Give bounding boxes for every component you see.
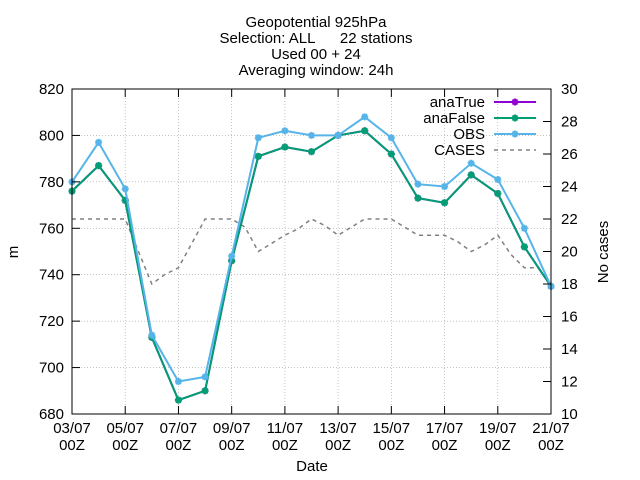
y-tick-label: 780 xyxy=(39,174,64,191)
data-point-dot-OBS xyxy=(442,184,447,189)
legend-label-anaTrue: anaTrue xyxy=(430,94,485,111)
y-tick-label: 800 xyxy=(39,127,64,144)
y2-tick-label: 14 xyxy=(561,341,578,358)
y2-tick-label: 22 xyxy=(561,211,578,228)
x-tick-label: 21/07 xyxy=(532,420,570,437)
data-point-dot-OBS xyxy=(282,128,288,133)
x-tick-label-time: 00Z xyxy=(112,437,138,454)
data-point-dot-anaFalse xyxy=(495,191,500,196)
data-point-dot-OBS xyxy=(495,177,500,182)
y-tick-label: 720 xyxy=(39,313,64,330)
x-tick-label-time: 00Z xyxy=(166,437,192,454)
axes: 680 700 720 740 760 780 800 820 10 12 14 16 18 20 22 24… xyxy=(39,81,578,454)
data-point-dot-anaFalse xyxy=(202,388,208,393)
legend-marker-anaTrue xyxy=(511,98,519,106)
y-tick-label: 700 xyxy=(39,360,64,377)
data-point-dot-anaFalse xyxy=(96,163,101,168)
data-point-dot-OBS xyxy=(389,135,394,140)
legend-marker-anaFalse xyxy=(511,114,519,122)
series-line-anaFalse xyxy=(71,129,552,402)
data-point-dot-anaFalse xyxy=(176,397,181,403)
y2-tick-label: 10 xyxy=(561,406,578,423)
title-line-1: Geopotential 925hPa xyxy=(246,14,388,31)
x-tick-label: 11/07 xyxy=(267,420,303,437)
x-tick-label: 03/07 xyxy=(53,420,91,437)
legend-label-anaFalse: anaFalse xyxy=(423,110,485,127)
x-tick-label: 05/07 xyxy=(106,420,144,437)
data-point-dot-anaFalse xyxy=(362,128,367,133)
series-CASES xyxy=(72,218,552,286)
series-line-CASES xyxy=(72,218,552,286)
x-tick-label: 15/07 xyxy=(373,420,411,437)
data-point-dot-anaFalse xyxy=(442,200,447,205)
y2-tick-label: 20 xyxy=(561,244,578,261)
y2-axis-label: No cases xyxy=(595,221,612,284)
data-point-dot-anaFalse xyxy=(282,144,288,150)
x-tick-label: 07/07 xyxy=(160,420,198,437)
x-tick-label: 13/07 xyxy=(319,420,357,437)
y-tick-label: 740 xyxy=(39,267,64,284)
data-point-dot-OBS xyxy=(96,140,101,145)
x-tick-label-time: 00Z xyxy=(538,437,564,454)
y-tick-label: 680 xyxy=(39,406,64,423)
data-point-dot-OBS xyxy=(176,379,181,384)
data-point-dot-OBS xyxy=(362,114,367,120)
x-tick-label-time: 00Z xyxy=(59,437,85,454)
x-tick-label: 17/07 xyxy=(426,420,464,437)
x-tick-label: 19/07 xyxy=(479,420,517,437)
data-point-dot-OBS xyxy=(522,226,527,231)
data-point-dot-OBS xyxy=(415,181,421,187)
data-point-dot-OBS xyxy=(256,135,261,140)
data-point-dot-OBS xyxy=(468,161,474,166)
data-point-dot-OBS xyxy=(202,374,208,380)
data-point-dot-anaFalse xyxy=(415,195,421,201)
data-point-dot-anaFalse xyxy=(389,151,394,157)
x-tick-label-time: 00Z xyxy=(432,437,458,454)
y-tick-label: 760 xyxy=(39,220,64,237)
chart-title: Geopotential 925hPa Selection: ALL 22 st… xyxy=(220,14,413,79)
data-point-dot-anaFalse xyxy=(522,244,527,250)
data-point-dot-anaFalse xyxy=(256,154,261,159)
title-line-2: Selection: ALL 22 stations xyxy=(220,30,413,47)
title-line-4: Averaging window: 24h xyxy=(239,62,394,79)
data-point-dot-OBS xyxy=(335,133,341,138)
x-tick-label-time: 00Z xyxy=(485,437,511,454)
y2-tick-label: 12 xyxy=(561,374,578,391)
y2-tick-label: 26 xyxy=(561,146,578,163)
y-tick-label: 820 xyxy=(39,81,64,98)
series-OBS xyxy=(68,113,555,385)
data-point-dot-OBS xyxy=(229,253,234,259)
legend-label-OBS: OBS xyxy=(453,126,485,143)
data-point-dot-OBS xyxy=(149,332,155,338)
x-tick-label-time: 00Z xyxy=(219,437,245,454)
x-tick-label-time: 00Z xyxy=(272,437,298,454)
title-line-3: Used 00 + 24 xyxy=(271,46,361,63)
x-tick-label-time: 00Z xyxy=(325,437,351,454)
y2-tick-label: 16 xyxy=(561,309,578,326)
y-axis-label: m xyxy=(5,246,22,259)
data-point-dot-anaFalse xyxy=(309,149,314,154)
data-point-dot-OBS xyxy=(123,186,128,192)
x-tick-label: 09/07 xyxy=(213,420,251,437)
y2-tick-label: 24 xyxy=(561,179,578,196)
grid-lines xyxy=(72,89,551,414)
y2-tick-label: 28 xyxy=(561,114,578,131)
legend-label-CASES: CASES xyxy=(434,142,485,159)
x-axis-label: Date xyxy=(296,458,328,475)
legend-marker-OBS xyxy=(511,130,519,138)
y2-tick-label: 18 xyxy=(561,276,578,293)
y2-tick-label: 30 xyxy=(561,81,578,98)
data-point-dot-anaFalse xyxy=(468,172,474,178)
x-tick-label-time: 00Z xyxy=(378,437,404,454)
data-point-dot-OBS xyxy=(309,133,314,138)
series-line-anaTrue xyxy=(71,129,552,402)
